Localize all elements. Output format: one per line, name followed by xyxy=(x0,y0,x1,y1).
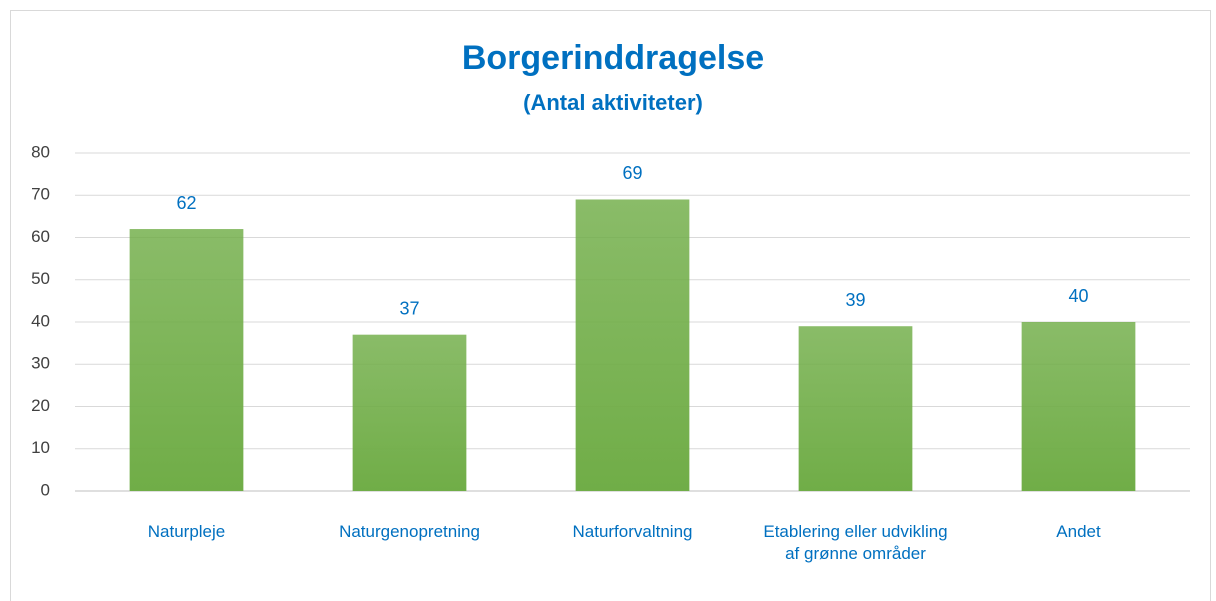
y-tick-label: 80 xyxy=(31,142,50,161)
bar xyxy=(575,199,690,491)
y-tick-label: 60 xyxy=(31,227,50,246)
data-label: 37 xyxy=(399,298,419,318)
x-tick-label: Naturpleje xyxy=(147,522,226,541)
y-tick-label: 50 xyxy=(31,269,50,288)
y-tick-label: 20 xyxy=(31,396,50,415)
chart-border xyxy=(10,10,1211,601)
y-tick-label: 70 xyxy=(31,185,50,204)
x-tick-label: Andet xyxy=(1056,522,1101,541)
data-label: 39 xyxy=(845,290,865,310)
x-tick-label: Naturforvaltning xyxy=(572,522,693,541)
data-label: 40 xyxy=(1068,286,1088,306)
bar xyxy=(1021,322,1136,491)
x-tick-label: Naturgenopretning xyxy=(339,522,480,541)
y-tick-label: 10 xyxy=(31,438,50,457)
bar xyxy=(352,334,467,491)
chart-subtitle: (Antal aktiviteter) xyxy=(523,90,703,115)
bar xyxy=(798,326,913,491)
y-tick-label: 40 xyxy=(31,311,50,330)
y-tick-label: 30 xyxy=(31,354,50,373)
y-tick-label: 0 xyxy=(41,480,50,499)
chart-title: Borgerinddragelse xyxy=(462,39,764,77)
data-label: 69 xyxy=(622,163,642,183)
bar xyxy=(129,229,244,492)
x-tick-label: Etablering eller udvikling af grønne omr… xyxy=(763,522,948,563)
data-label: 62 xyxy=(176,193,196,213)
